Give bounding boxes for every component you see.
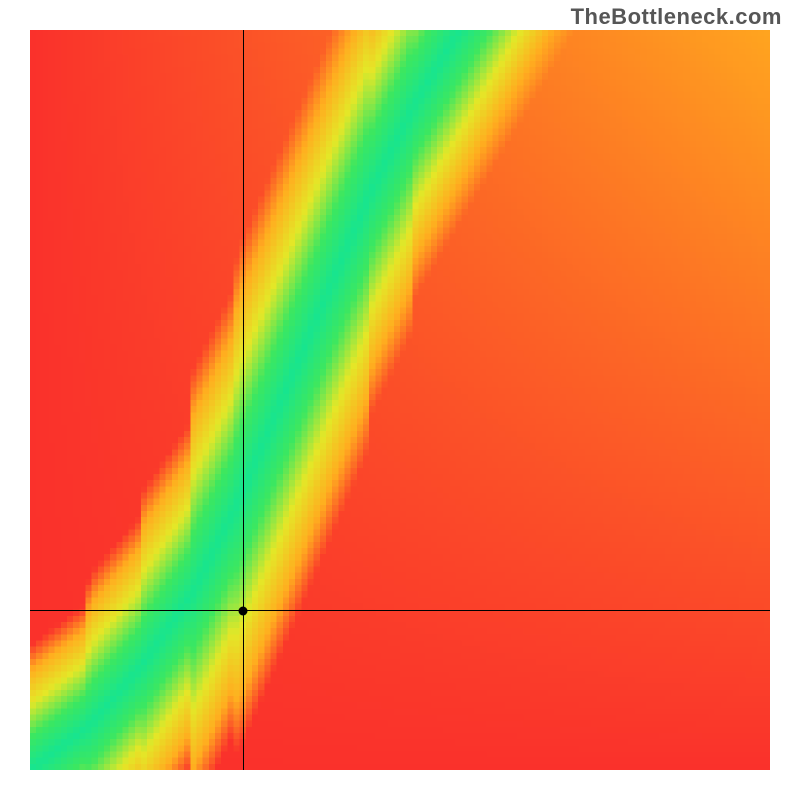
heatmap-canvas — [30, 30, 770, 770]
crosshair-dot — [239, 606, 248, 615]
watermark-text: TheBottleneck.com — [571, 4, 782, 30]
bottleneck-heatmap — [30, 30, 770, 770]
crosshair-vertical — [243, 30, 244, 770]
crosshair-horizontal — [30, 610, 770, 611]
